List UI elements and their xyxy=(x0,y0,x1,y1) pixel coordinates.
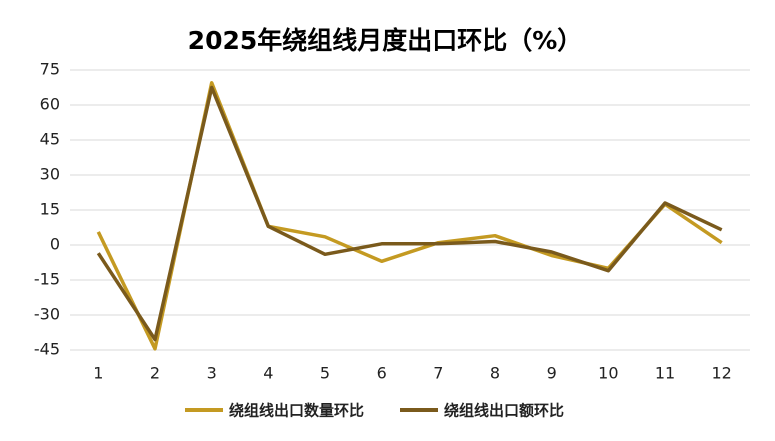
series-line xyxy=(96,81,723,351)
x-tick-label: 8 xyxy=(490,364,500,383)
y-tick-label: 75 xyxy=(40,60,60,79)
y-tick-label: 0 xyxy=(50,235,60,254)
x-tick-label: 3 xyxy=(207,364,217,383)
chart-title: 2025年绕组线月度出口环比（%） xyxy=(188,26,583,55)
x-tick-label: 7 xyxy=(433,364,443,383)
legend-label: 绕组线出口数量环比 xyxy=(229,402,364,420)
y-tick-label: -30 xyxy=(34,305,60,324)
y-tick-label: -15 xyxy=(34,270,60,289)
series-line xyxy=(96,85,723,342)
x-tick-label: 5 xyxy=(320,364,330,383)
legend-label: 绕组线出口额环比 xyxy=(444,402,564,420)
y-tick-label: -45 xyxy=(34,340,60,359)
x-tick-label: 11 xyxy=(655,364,675,383)
y-tick-label: 30 xyxy=(40,165,60,184)
y-tick-label: 60 xyxy=(40,95,60,114)
x-tick-label: 10 xyxy=(598,364,618,383)
x-tick-label: 12 xyxy=(711,364,731,383)
x-tick-label: 9 xyxy=(547,364,557,383)
x-tick-label: 1 xyxy=(93,364,103,383)
x-tick-label: 4 xyxy=(263,364,273,383)
x-tick-label: 2 xyxy=(150,364,160,383)
y-tick-label: 45 xyxy=(40,130,60,149)
x-tick-label: 6 xyxy=(377,364,387,383)
y-tick-label: 15 xyxy=(40,200,60,219)
